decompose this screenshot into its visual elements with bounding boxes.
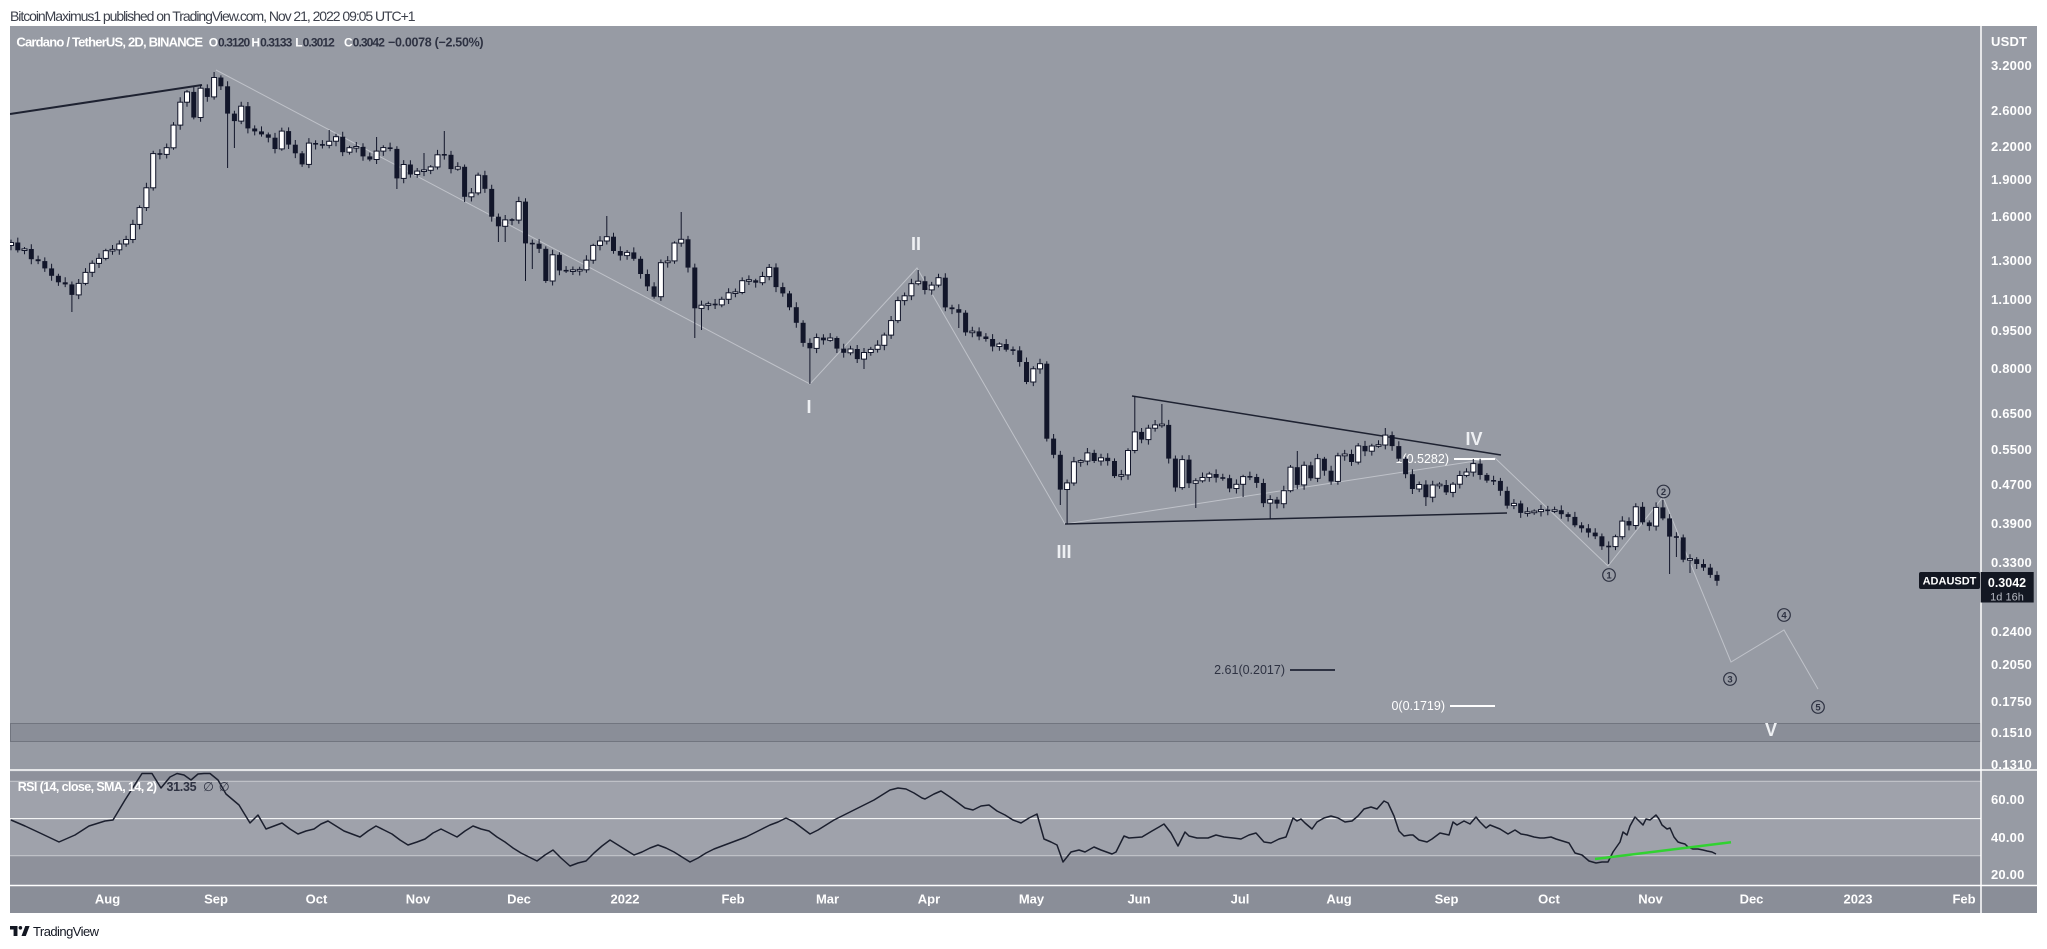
svg-text:Nov: Nov bbox=[406, 892, 431, 907]
svg-text:Feb: Feb bbox=[1952, 892, 1975, 907]
svg-text:III: III bbox=[1056, 542, 1071, 562]
svg-text:20.00: 20.00 bbox=[1991, 867, 2025, 882]
svg-text:Cardano / TetherUS, 2D, BINANC: Cardano / TetherUS, 2D, BINANCE bbox=[16, 34, 203, 49]
svg-text:Oct: Oct bbox=[1538, 892, 1560, 907]
svg-text:C0.3042: C0.3042 bbox=[344, 35, 385, 49]
svg-text:1d 16h: 1d 16h bbox=[1990, 592, 2024, 604]
svg-text:Jul: Jul bbox=[1231, 892, 1250, 907]
svg-text:Aug: Aug bbox=[95, 892, 120, 907]
svg-text:Nov: Nov bbox=[1638, 892, 1663, 907]
svg-text:0.5500: 0.5500 bbox=[1991, 442, 2032, 457]
svg-text:2023: 2023 bbox=[1844, 892, 1873, 907]
svg-text:0.2050: 0.2050 bbox=[1991, 657, 2032, 672]
svg-text:Jun: Jun bbox=[1127, 892, 1150, 907]
svg-text:Dec: Dec bbox=[1740, 892, 1764, 907]
svg-text:I: I bbox=[806, 397, 811, 417]
svg-text:3: 3 bbox=[1727, 674, 1732, 685]
svg-text:60.00: 60.00 bbox=[1991, 792, 2025, 807]
svg-text:Feb: Feb bbox=[721, 892, 744, 907]
svg-text:0.2400: 0.2400 bbox=[1991, 624, 2032, 639]
svg-text:1.3000: 1.3000 bbox=[1991, 253, 2032, 268]
svg-text:USDT: USDT bbox=[1991, 34, 2027, 49]
svg-text:−0.0078 (−2.50%): −0.0078 (−2.50%) bbox=[388, 35, 483, 49]
svg-text:Dec: Dec bbox=[507, 892, 531, 907]
svg-text:1(0.5282): 1(0.5282) bbox=[1395, 452, 1449, 466]
svg-text:0.6500: 0.6500 bbox=[1991, 406, 2032, 421]
svg-text:2: 2 bbox=[1661, 487, 1666, 498]
svg-text:31.35: 31.35 bbox=[167, 780, 197, 794]
svg-text:2022: 2022 bbox=[611, 892, 640, 907]
svg-text:0.3900: 0.3900 bbox=[1991, 516, 2032, 531]
svg-text:1: 1 bbox=[1606, 570, 1612, 581]
svg-text:4: 4 bbox=[1781, 610, 1787, 621]
svg-text:0.4700: 0.4700 bbox=[1991, 477, 2032, 492]
svg-text:Sep: Sep bbox=[1435, 892, 1459, 907]
svg-text:0.3042: 0.3042 bbox=[1988, 576, 2026, 590]
svg-text:2.61(0.2017): 2.61(0.2017) bbox=[1214, 663, 1285, 677]
svg-text:Mar: Mar bbox=[816, 892, 839, 907]
svg-text:1.9000: 1.9000 bbox=[1991, 172, 2032, 187]
svg-text:L0.3012: L0.3012 bbox=[295, 35, 335, 49]
svg-text:O0.3120: O0.3120 bbox=[209, 35, 251, 49]
svg-text:40.00: 40.00 bbox=[1991, 830, 2025, 845]
svg-text:May: May bbox=[1019, 892, 1045, 907]
svg-text:0.9500: 0.9500 bbox=[1991, 323, 2032, 338]
svg-text:0.1510: 0.1510 bbox=[1991, 725, 2032, 740]
svg-text:Apr: Apr bbox=[918, 892, 940, 907]
svg-text:5: 5 bbox=[1815, 702, 1821, 713]
svg-text:II: II bbox=[911, 234, 921, 254]
svg-text:Oct: Oct bbox=[306, 892, 328, 907]
svg-text:∅: ∅ bbox=[219, 780, 230, 794]
svg-text:Aug: Aug bbox=[1326, 892, 1351, 907]
svg-text:∅: ∅ bbox=[203, 780, 214, 794]
svg-text:1.1000: 1.1000 bbox=[1991, 292, 2032, 307]
svg-text:RSI (14, close, SMA, 14, 2): RSI (14, close, SMA, 14, 2) bbox=[18, 780, 157, 794]
svg-text:3.2000: 3.2000 bbox=[1991, 58, 2032, 73]
svg-text:2.2000: 2.2000 bbox=[1991, 139, 2032, 154]
svg-text:Sep: Sep bbox=[204, 892, 228, 907]
svg-text:1.6000: 1.6000 bbox=[1991, 209, 2032, 224]
svg-text:0.3300: 0.3300 bbox=[1991, 555, 2032, 570]
svg-text:0.1750: 0.1750 bbox=[1991, 694, 2032, 709]
svg-text:0.8000: 0.8000 bbox=[1991, 361, 2032, 376]
svg-text:IV: IV bbox=[1465, 429, 1482, 449]
svg-text:0.1310: 0.1310 bbox=[1991, 757, 2032, 772]
svg-text:2.6000: 2.6000 bbox=[1991, 103, 2032, 118]
svg-text:ADAUSDT: ADAUSDT bbox=[1923, 576, 1977, 588]
svg-text:H0.3133: H0.3133 bbox=[251, 35, 292, 49]
svg-text:0(0.1719): 0(0.1719) bbox=[1391, 699, 1445, 713]
svg-text:V: V bbox=[1765, 720, 1777, 740]
